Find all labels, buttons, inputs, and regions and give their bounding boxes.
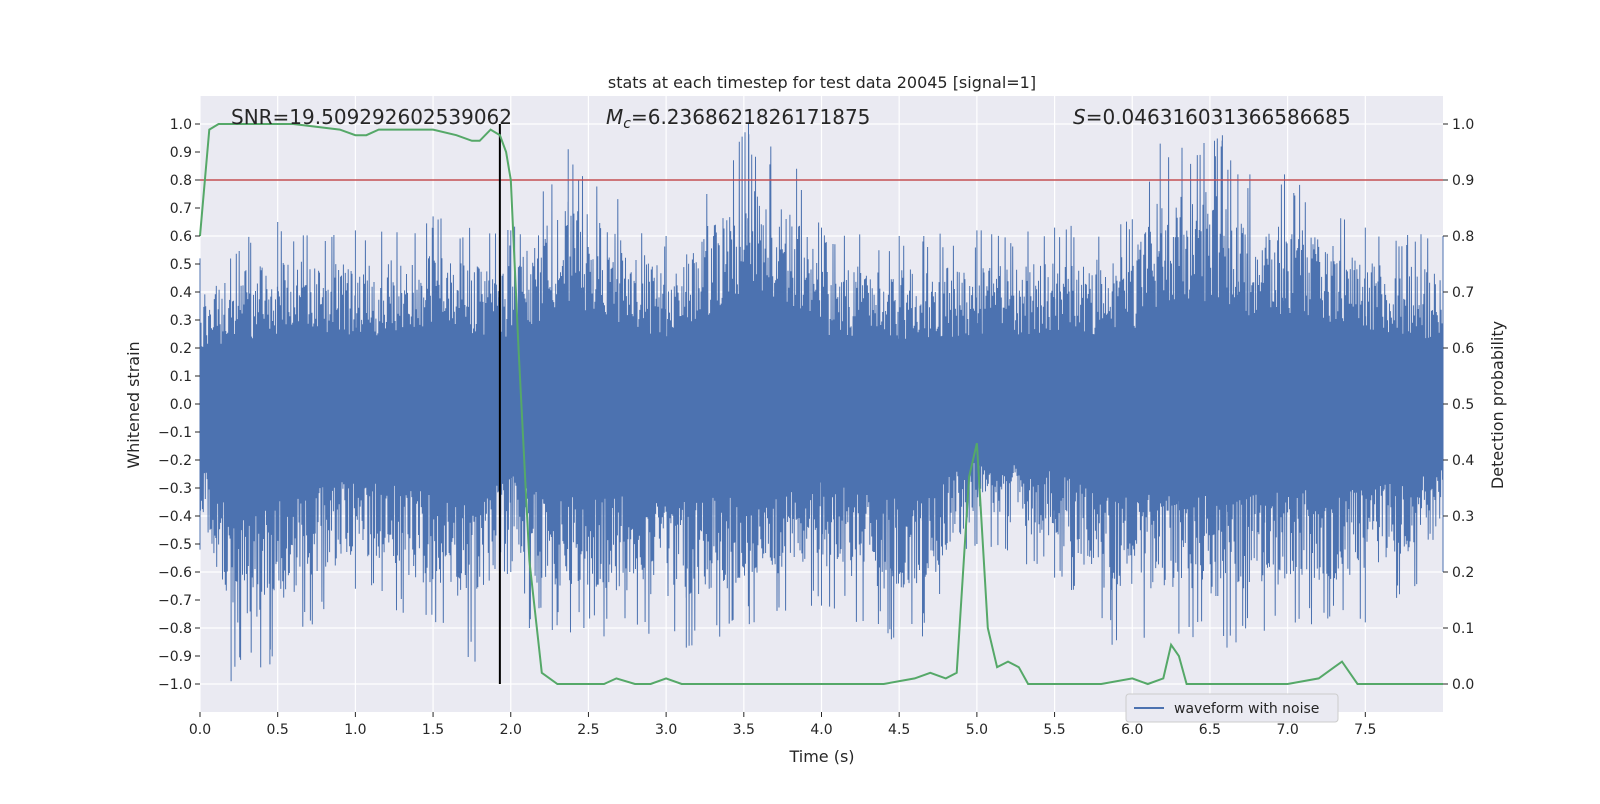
x-axis-label: Time (s) — [788, 747, 854, 766]
y-tick-label-left: 0.6 — [170, 229, 192, 245]
y-tick-label-left: 0.5 — [170, 257, 192, 273]
chart-title: stats at each timestep for test data 200… — [608, 73, 1036, 92]
y-tick-label-right: 0.1 — [1452, 621, 1474, 637]
y-tick-label-left: −1.0 — [158, 677, 192, 693]
x-tick-label: 6.5 — [1199, 722, 1221, 738]
y-tick-label-left: 0.9 — [170, 145, 192, 161]
x-tick-label: 7.5 — [1354, 722, 1376, 738]
probability-series — [199, 123, 1443, 686]
y-tick-label-left: −0.7 — [158, 593, 192, 609]
y-ticks-left: 1.0 0.9 0.8 0.7 0.6 0.5 0.4 0.3 0.2 0.1 0.0 −0.1 −0.… — [158, 117, 200, 693]
y-axis-label-right: Detection probability — [1488, 321, 1507, 489]
s-annotation: S=0.046316031366586685 — [1073, 105, 1351, 129]
y-tick-label-left: 0.8 — [170, 173, 192, 189]
x-tick-label: 4.5 — [888, 722, 910, 738]
x-tick-label: 2.0 — [500, 722, 522, 738]
y-tick-label-left: 0.1 — [170, 369, 192, 385]
s-value: =0.046316031366586685 — [1086, 105, 1351, 129]
y-tick-label-right: 0.9 — [1452, 173, 1474, 189]
y-tick-label-left: −0.3 — [158, 481, 192, 497]
chirp-mass-symbol: M — [606, 105, 623, 129]
chirp-mass-annotation: Mc=6.2368621826171875 — [606, 105, 870, 132]
y-tick-label-left: −0.9 — [158, 649, 192, 665]
x-tick-label: 0.0 — [189, 722, 211, 738]
snr-annotation: SNR=19.509292602539062 — [231, 105, 512, 129]
y-tick-label-right: 0.5 — [1452, 397, 1474, 413]
y-axis-label-left: Whitened strain — [124, 341, 143, 468]
y-tick-label-left: 0.0 — [170, 397, 192, 413]
y-tick-label-left: −0.5 — [158, 537, 192, 553]
y-tick-label-left: 1.0 — [170, 117, 192, 133]
s-symbol: S — [1073, 105, 1086, 129]
x-tick-label: 1.5 — [422, 722, 444, 738]
y-tick-label-left: −0.8 — [158, 621, 192, 637]
y-tick-label-right: 0.6 — [1452, 341, 1474, 357]
x-tick-label: 5.0 — [966, 722, 988, 738]
chirp-mass-value: =6.2368621826171875 — [631, 105, 870, 129]
y-tick-label-right: 0.4 — [1452, 453, 1474, 469]
y-tick-label-right: 0.7 — [1452, 285, 1474, 301]
x-tick-label: 5.5 — [1043, 722, 1065, 738]
x-tick-label: 7.0 — [1276, 722, 1298, 738]
y-tick-label-right: 1.0 — [1452, 117, 1474, 133]
y-tick-label-right: 0.0 — [1452, 677, 1474, 693]
x-tick-label: 3.5 — [733, 722, 755, 738]
x-ticks: 0.0 0.5 1.0 1.5 2.0 2.5 3.0 3.5 4.0 4.5 5.0 5.5 6.0 6… — [189, 712, 1376, 738]
y-tick-label-left: 0.2 — [170, 341, 192, 357]
y-ticks-right: 1.0 0.9 0.8 0.7 0.6 0.5 0.4 0.3 0.2 0.1 0.0 — [1443, 117, 1474, 693]
legend-label: waveform with noise — [1174, 701, 1319, 717]
y-tick-label-left: −0.1 — [158, 425, 192, 441]
y-tick-label-left: −0.2 — [158, 453, 192, 469]
y-tick-label-left: −0.4 — [158, 509, 192, 525]
x-tick-label: 0.5 — [267, 722, 289, 738]
x-tick-label: 2.5 — [577, 722, 599, 738]
x-tick-label: 3.0 — [655, 722, 677, 738]
x-tick-label: 6.0 — [1121, 722, 1143, 738]
chirp-mass-subscript: c — [623, 116, 631, 132]
waveform-series — [199, 124, 1444, 682]
y-tick-label-right: 0.8 — [1452, 229, 1474, 245]
y-tick-label-right: 0.3 — [1452, 509, 1474, 525]
waveform-trace — [199, 124, 1444, 682]
y-tick-label-left: −0.6 — [158, 565, 192, 581]
y-tick-label-left: 0.3 — [170, 313, 192, 329]
x-tick-label: 4.0 — [810, 722, 832, 738]
legend: waveform with noise — [1125, 693, 1339, 723]
legend-box — [1125, 693, 1339, 723]
y-tick-label-right: 0.2 — [1452, 565, 1474, 581]
y-tick-label-left: 0.4 — [170, 285, 192, 301]
probability-line — [199, 123, 1443, 686]
y-tick-label-left: 0.7 — [170, 201, 192, 217]
x-tick-label: 1.0 — [344, 722, 366, 738]
